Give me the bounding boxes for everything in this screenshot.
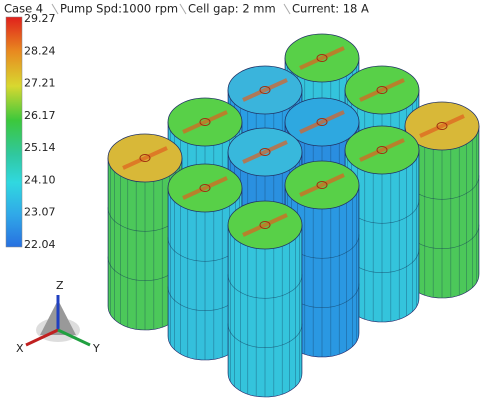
header-segment: Case 4 — [4, 2, 43, 16]
colorbar-labels: 29.27 28.24 27.21 26.17 25.14 24.10 23.07 22.04 — [24, 12, 56, 251]
header: Case 4 Pump Spd:1000 rpm Cell gap: 2 mm … — [4, 2, 369, 16]
cell-band — [227, 274, 303, 299]
terminal — [259, 148, 271, 156]
hot-streak — [242, 78, 288, 102]
colorbar-label: 22.04 — [24, 238, 56, 251]
header-segment: Cell gap: 2 mm — [188, 2, 276, 16]
terminal — [316, 118, 328, 126]
terminal — [259, 86, 271, 94]
separator — [283, 3, 291, 15]
terminal — [199, 118, 211, 126]
cell — [284, 160, 360, 358]
colorbar-label: 24.10 — [24, 173, 56, 186]
x-arrow — [25, 328, 59, 347]
y-arrow — [57, 328, 91, 347]
hot-streak — [299, 173, 345, 197]
y-label: Y — [92, 342, 100, 355]
hot-streak — [242, 213, 288, 237]
hot-streak — [419, 114, 465, 138]
terminal — [376, 86, 388, 94]
colorbar-label: 25.14 — [24, 141, 56, 154]
separator — [51, 3, 59, 15]
hot-streak — [299, 46, 345, 70]
terminal — [436, 122, 448, 130]
colorbar-label: 28.24 — [24, 44, 56, 57]
hot-streak — [359, 138, 405, 162]
header-segment: Current: 18 A — [292, 2, 369, 16]
header-segment: Pump Spd:1000 rpm — [60, 2, 178, 16]
hot-streak — [359, 78, 405, 102]
colorbar-label: 23.07 — [24, 206, 56, 219]
battery-cells — [107, 33, 480, 398]
colorbar — [5, 16, 23, 248]
hot-streak — [122, 146, 168, 170]
terminal — [259, 221, 271, 229]
separator — [179, 3, 187, 15]
hot-streak — [299, 110, 345, 134]
x-label: X — [16, 342, 24, 355]
cell — [344, 125, 420, 323]
hot-streak — [182, 176, 228, 200]
terminal — [316, 181, 328, 189]
terminal — [316, 54, 328, 62]
colorbar-label: 27.21 — [24, 77, 56, 90]
hot-streak — [182, 110, 228, 134]
cell-band — [227, 323, 303, 348]
hot-streak — [242, 140, 288, 164]
terminal — [376, 146, 388, 154]
axis-triad: Z X Y — [16, 279, 100, 355]
terminal — [139, 154, 151, 162]
cell — [107, 133, 183, 331]
z-label: Z — [56, 279, 64, 292]
colorbar-label: 29.27 — [24, 12, 56, 25]
cell — [227, 200, 303, 398]
colorbar-label: 26.17 — [24, 109, 56, 122]
terminal — [199, 184, 211, 192]
